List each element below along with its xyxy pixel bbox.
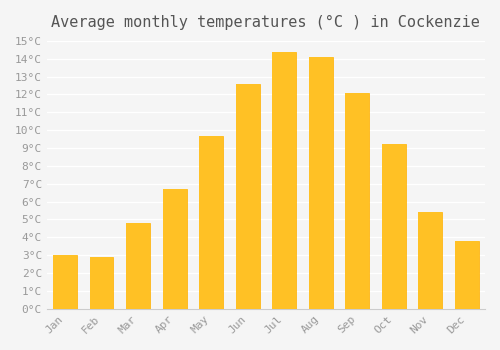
Bar	[346, 93, 369, 309]
Bar	[309, 57, 332, 309]
Bar	[382, 145, 406, 309]
Bar	[90, 257, 114, 309]
Bar	[126, 223, 150, 309]
Bar	[455, 241, 478, 309]
Bar	[200, 135, 223, 309]
Bar	[236, 84, 260, 309]
Bar	[90, 257, 114, 309]
Bar	[382, 145, 406, 309]
Bar	[418, 212, 442, 309]
Bar	[236, 84, 260, 309]
Bar	[126, 223, 150, 309]
Bar	[163, 189, 186, 309]
Bar	[54, 255, 77, 309]
Bar	[418, 212, 442, 309]
Bar	[272, 51, 296, 309]
Bar	[455, 241, 478, 309]
Bar	[272, 51, 296, 309]
Title: Average monthly temperatures (°C ) in Cockenzie: Average monthly temperatures (°C ) in Co…	[52, 15, 480, 30]
Bar	[309, 57, 332, 309]
Bar	[163, 189, 186, 309]
Bar	[346, 93, 369, 309]
Bar	[200, 135, 223, 309]
Bar	[54, 255, 77, 309]
